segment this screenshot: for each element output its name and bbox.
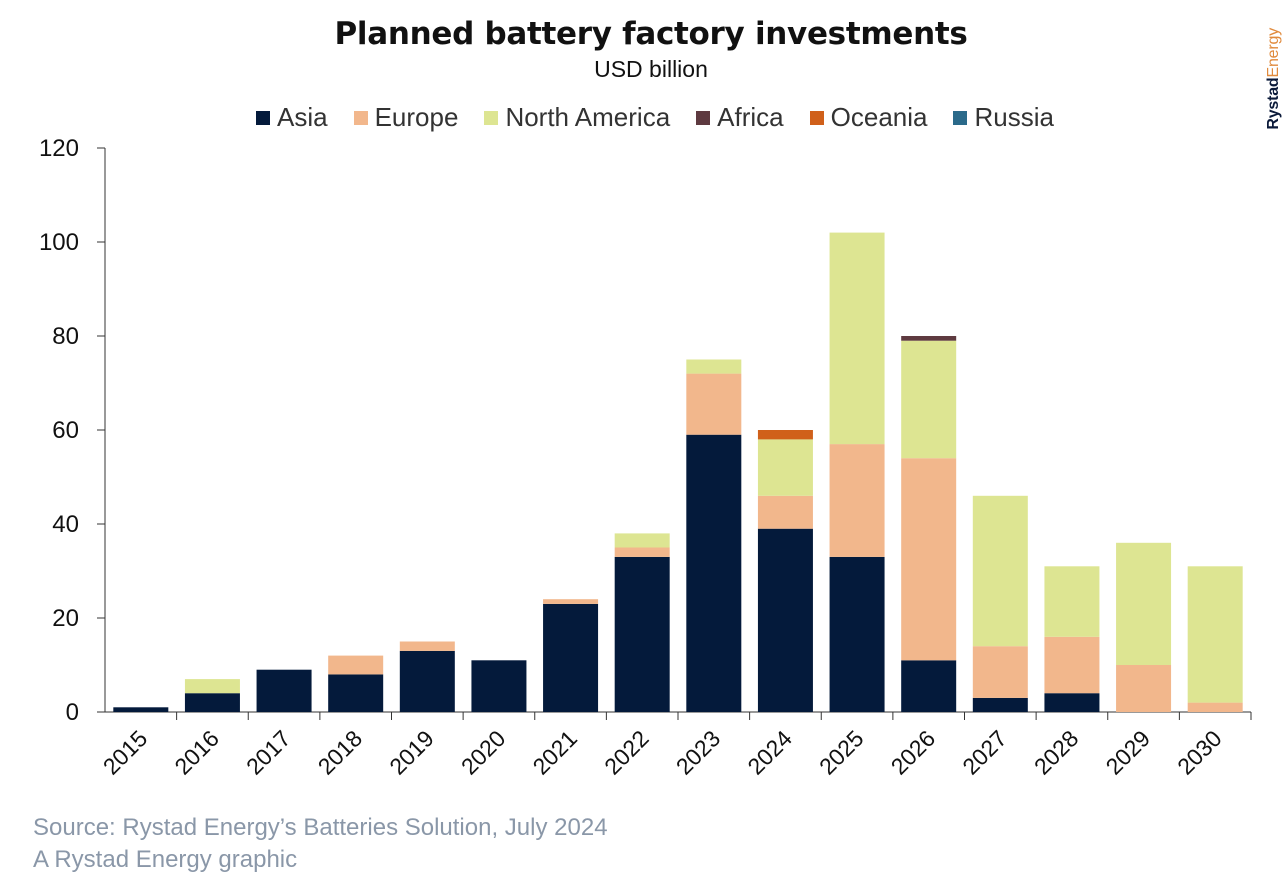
bar-segment bbox=[1187, 566, 1243, 703]
y-tick-label: 40 bbox=[52, 511, 79, 538]
bar-segment bbox=[901, 458, 957, 661]
legend-label: North America bbox=[505, 102, 671, 132]
x-tick-label: 2020 bbox=[456, 725, 511, 780]
bar-segment bbox=[901, 340, 957, 459]
bar-segment bbox=[328, 655, 384, 675]
legend-swatch bbox=[953, 110, 968, 125]
x-tick-label: 2023 bbox=[671, 725, 726, 780]
bar-segment bbox=[972, 495, 1028, 647]
x-tick-label: 2022 bbox=[599, 725, 654, 780]
chart-subtitle: USD billion bbox=[594, 56, 708, 82]
legend-label: Africa bbox=[717, 102, 784, 132]
legend-swatch bbox=[256, 110, 271, 125]
bar-segment bbox=[972, 697, 1028, 712]
bar-segment bbox=[399, 641, 455, 651]
bar-segment bbox=[757, 430, 813, 440]
bar-segment bbox=[471, 660, 527, 712]
x-tick-label: 2027 bbox=[957, 725, 1012, 780]
bar-segment bbox=[399, 650, 455, 712]
x-tick-label: 2021 bbox=[528, 725, 583, 780]
x-tick-label: 2030 bbox=[1172, 725, 1227, 780]
source-note: Source: Rystad Energy’s Batteries Soluti… bbox=[33, 814, 608, 841]
x-tick-label: 2018 bbox=[313, 725, 368, 780]
bar-segment bbox=[829, 556, 885, 712]
chart-legend: Asia Europe North America Africa Oceania Russ… bbox=[0, 102, 1287, 133]
bar-segment bbox=[184, 679, 240, 694]
legend-item: North America bbox=[484, 102, 670, 133]
bar-segment bbox=[1044, 636, 1100, 694]
x-tick-label: 2019 bbox=[384, 725, 439, 780]
credit-note: A Rystad Energy graphic bbox=[33, 846, 298, 873]
x-tick-label: 2017 bbox=[241, 725, 296, 780]
x-tick-label: 2016 bbox=[169, 725, 224, 780]
bar-segment bbox=[543, 599, 599, 604]
bar-segment bbox=[757, 495, 813, 529]
legend-item: Oceania bbox=[809, 102, 928, 133]
bar-segment bbox=[972, 646, 1028, 698]
x-tick-label: 2029 bbox=[1101, 725, 1156, 780]
legend-item: Africa bbox=[696, 102, 784, 133]
legend-item: Russia bbox=[953, 102, 1054, 133]
y-tick-label: 80 bbox=[52, 323, 79, 350]
legend-label: Europe bbox=[374, 102, 459, 132]
legend-swatch bbox=[809, 110, 824, 125]
y-tick-label: 60 bbox=[52, 417, 79, 444]
legend-label: Russia bbox=[974, 102, 1054, 132]
legend-item: Europe bbox=[353, 102, 459, 133]
bar-segment bbox=[757, 439, 813, 496]
y-tick-label: 20 bbox=[52, 605, 79, 632]
bar-segment bbox=[1116, 665, 1172, 712]
bar-segment bbox=[829, 444, 885, 557]
bar-segment bbox=[543, 603, 599, 712]
bar-segment bbox=[1044, 693, 1100, 712]
bar-segment bbox=[901, 336, 957, 341]
legend-swatch bbox=[353, 110, 368, 125]
bar-segment bbox=[113, 707, 169, 712]
bar-segment bbox=[757, 528, 813, 712]
x-tick-label: 2028 bbox=[1029, 725, 1084, 780]
y-tick-label: 0 bbox=[66, 699, 79, 726]
bar-segment bbox=[614, 547, 670, 557]
x-tick-label: 2025 bbox=[814, 725, 869, 780]
bar-segment bbox=[686, 434, 742, 712]
bar-segment bbox=[1187, 702, 1243, 712]
y-tick-label: 100 bbox=[39, 229, 79, 256]
bar-segment bbox=[328, 674, 384, 712]
y-tick-label: 120 bbox=[39, 135, 79, 162]
bar-segment bbox=[1116, 542, 1172, 665]
x-tick-label: 2015 bbox=[98, 725, 153, 780]
x-tick-label: 2024 bbox=[742, 725, 797, 780]
legend-label: Asia bbox=[277, 102, 328, 132]
bar-segment bbox=[686, 359, 742, 374]
legend-item: Asia bbox=[256, 102, 328, 133]
bar-segment bbox=[1044, 566, 1100, 637]
bar-segment bbox=[256, 669, 312, 712]
legend-swatch bbox=[696, 110, 711, 125]
bar-segment bbox=[614, 556, 670, 712]
chart-title: Planned battery factory investments bbox=[334, 16, 968, 52]
bar-segment bbox=[614, 533, 670, 548]
legend-swatch bbox=[484, 110, 499, 125]
bar-segment bbox=[829, 232, 885, 445]
bar-segment bbox=[184, 693, 240, 712]
legend-label: Oceania bbox=[830, 102, 928, 132]
bar-segment bbox=[686, 373, 742, 435]
bar-segment bbox=[901, 660, 957, 712]
x-tick-label: 2026 bbox=[886, 725, 941, 780]
